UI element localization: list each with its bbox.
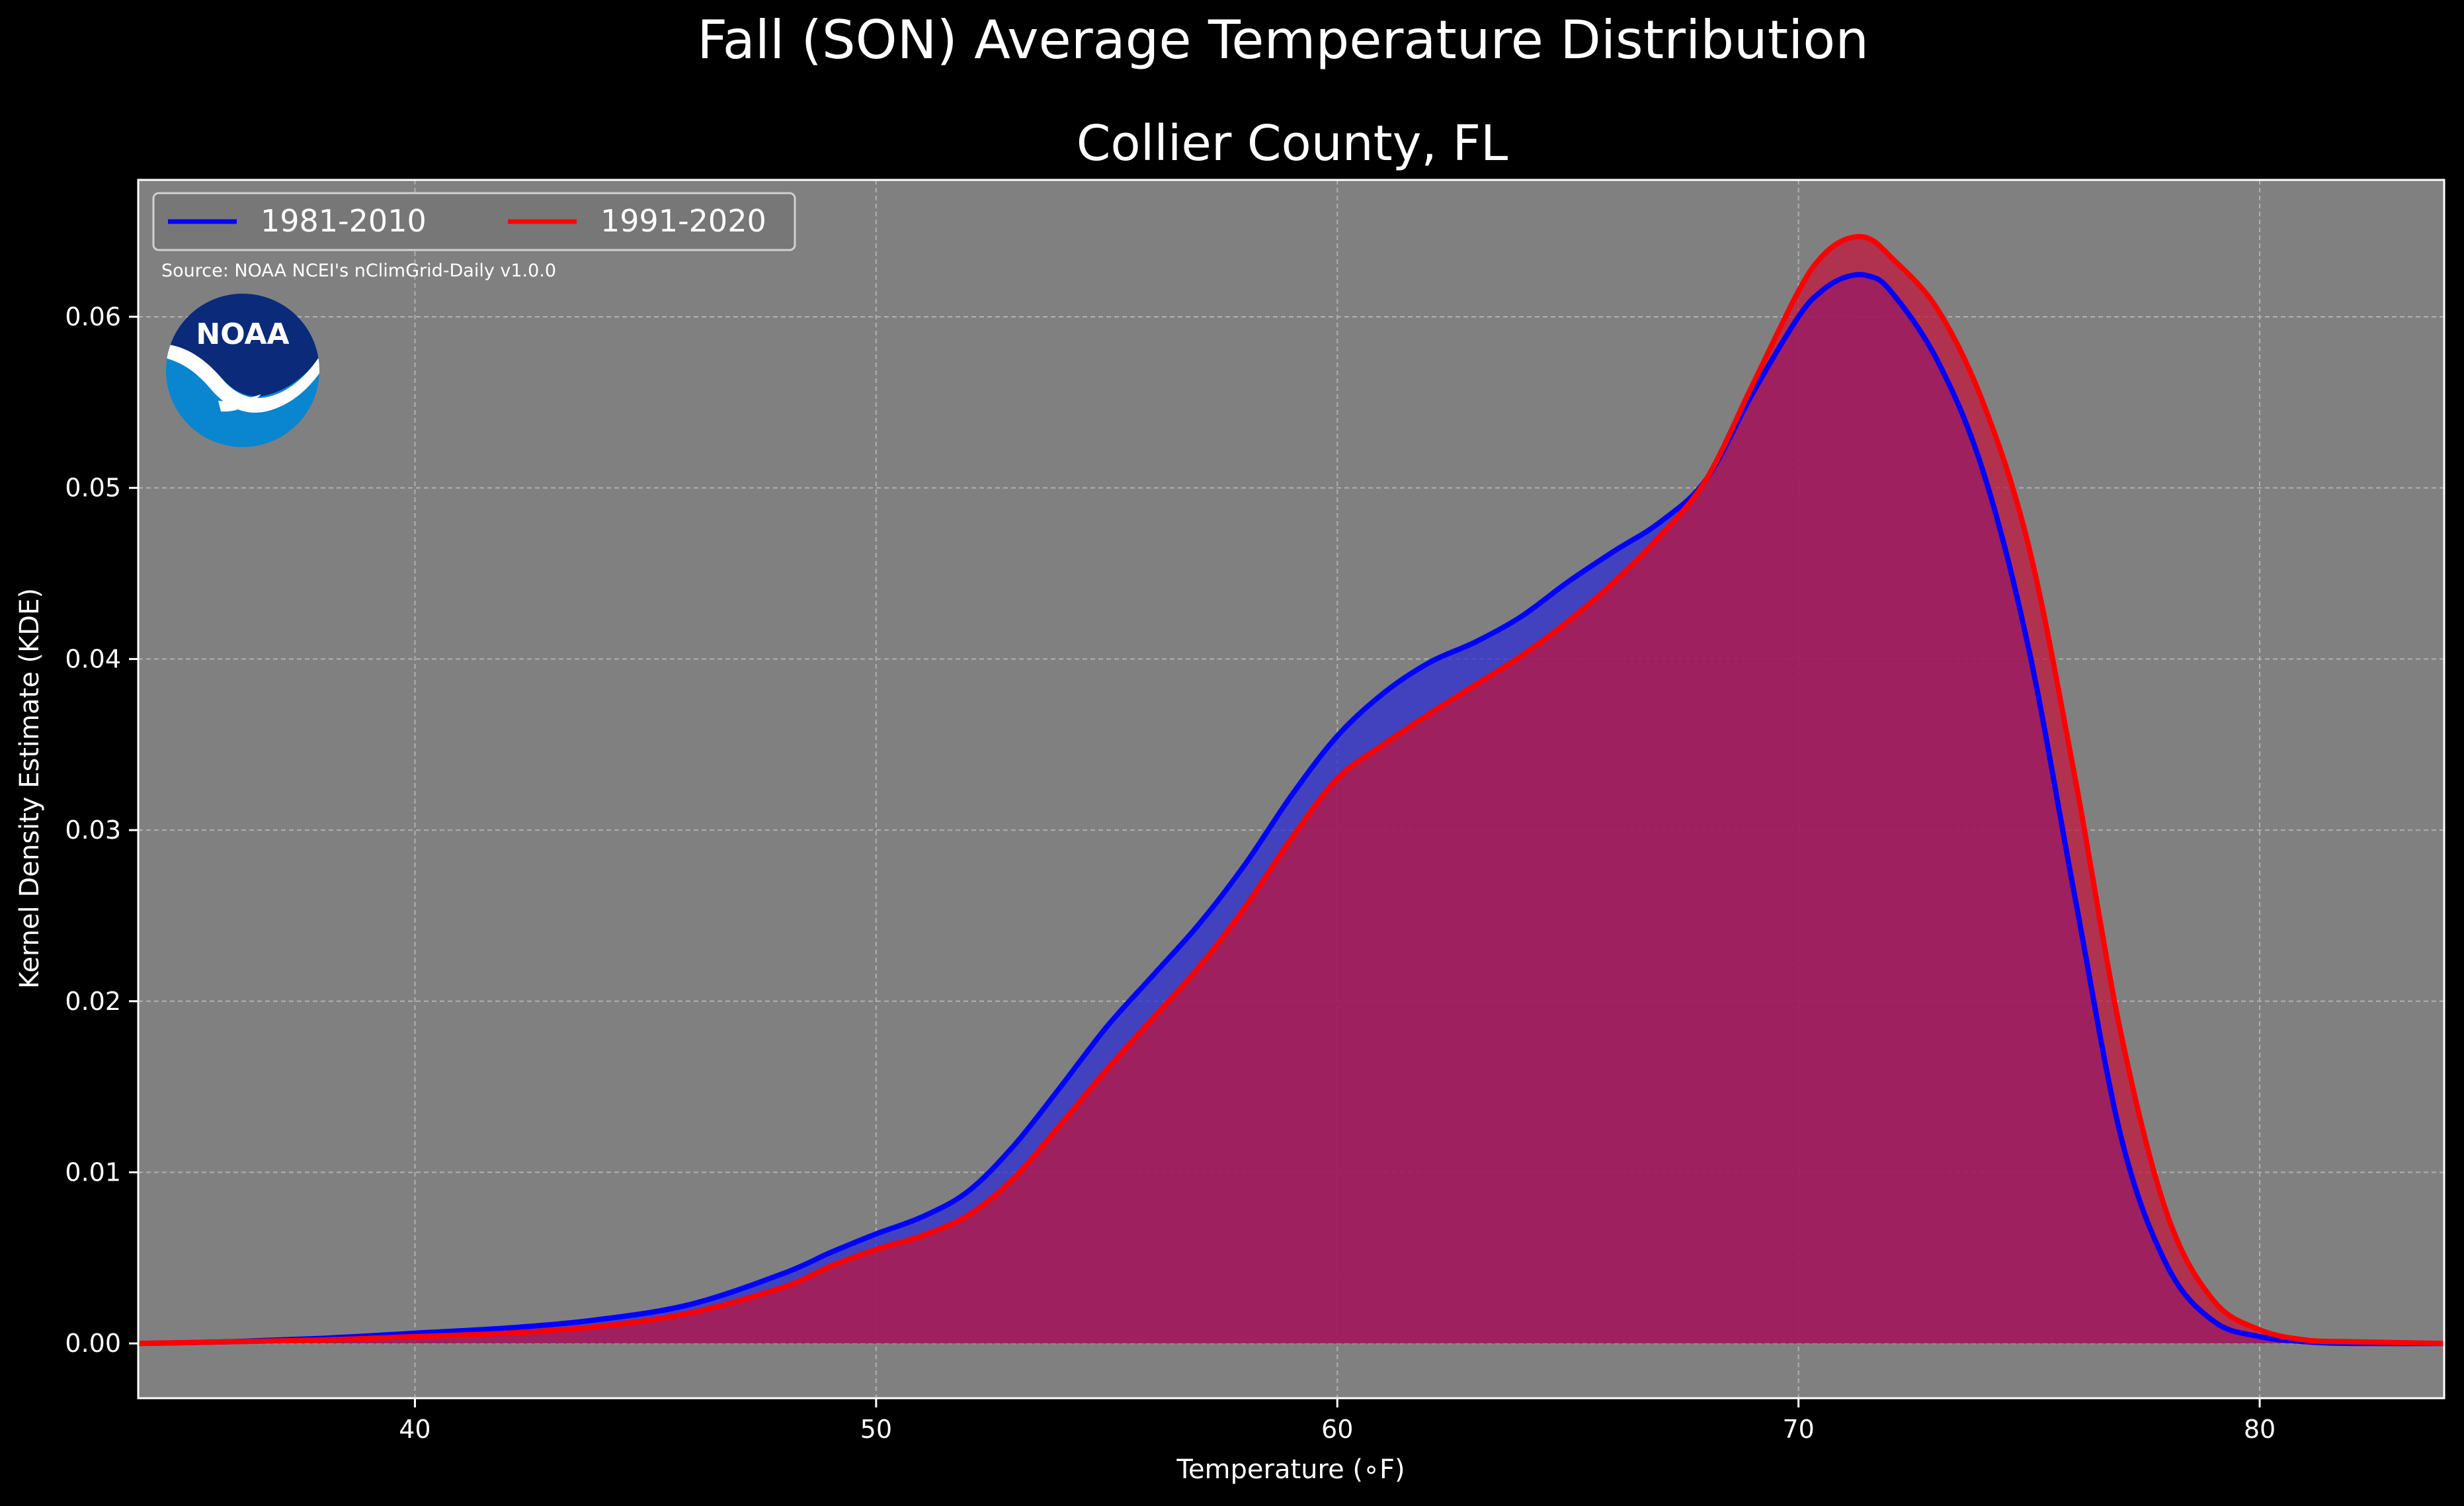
y-tick-label: 0.04 xyxy=(65,644,121,673)
x-axis-ticks: 40 50 60 70 80 xyxy=(399,1398,2276,1444)
series-line-1981-2010 xyxy=(138,272,2445,1347)
y-tick-label: 0.06 xyxy=(65,302,121,331)
x-tick-label: 80 xyxy=(2244,1415,2276,1444)
series-layer xyxy=(138,233,2445,1347)
y-axis-label: Kernel Density Estimate (KDE) xyxy=(15,588,45,989)
y-axis-ticks: 0.00 0.01 0.02 0.03 0.04 0.05 0.06 xyxy=(65,302,138,1358)
legend-box xyxy=(152,192,796,251)
x-axis-label: Temperature (∘F) xyxy=(1176,1454,1405,1485)
legend: 1981-2010 1991-2020 xyxy=(152,192,796,251)
source-annotation: Source: NOAA NCEI's nClimGrid-Daily v1.0… xyxy=(161,261,556,281)
x-tick-label: 50 xyxy=(860,1415,892,1444)
legend-label-1991-2020: 1991-2020 xyxy=(600,203,766,239)
area-fill-1991-2020 xyxy=(138,236,2444,1344)
y-tick-label: 0.05 xyxy=(65,474,121,503)
legend-label-1981-2010: 1981-2010 xyxy=(261,203,427,239)
series-line-1991-2020 xyxy=(138,233,2445,1347)
y-tick-label: 0.03 xyxy=(65,816,121,845)
noaa-logo-text: NOAA xyxy=(196,317,289,351)
plot-area-frame xyxy=(137,179,2445,1400)
x-tick-label: 70 xyxy=(1782,1415,1814,1444)
chart-title: Fall (SON) Average Temperature Distribut… xyxy=(697,9,1869,71)
y-tick-label: 0.02 xyxy=(65,987,121,1016)
x-tick-label: 60 xyxy=(1321,1415,1353,1444)
y-tick-label: 0.01 xyxy=(65,1158,121,1187)
chart-subtitle: Collier County, FL xyxy=(1077,115,1508,172)
noaa-logo: NOAA xyxy=(166,294,319,447)
x-tick-label: 40 xyxy=(399,1415,431,1444)
y-tick-label: 0.00 xyxy=(65,1329,121,1358)
